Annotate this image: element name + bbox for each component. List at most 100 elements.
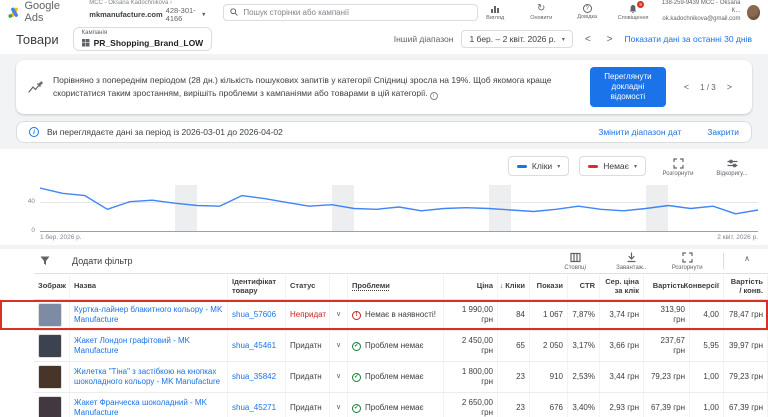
info-icon[interactable]: i (430, 92, 438, 100)
x-label-start: 1 бер. 2026 р. (40, 234, 82, 241)
table-row[interactable]: Куртка-лайнер блакитного кольору - MK Ma… (34, 300, 768, 331)
row-expander[interactable]: ∨ (330, 393, 348, 417)
col-item-id[interactable]: Ідентифікат товару (228, 274, 286, 299)
chevron-down-icon: ▾ (562, 36, 565, 43)
refresh-button[interactable]: ↻ Оновити (524, 4, 558, 21)
date-range-picker[interactable]: 1 бер. – 2 квіт. 2026 р. ▾ (461, 30, 572, 48)
expand-chart-button[interactable]: Розгорнути (656, 158, 700, 177)
product-thumbnail[interactable] (38, 303, 62, 327)
search-input[interactable] (243, 8, 471, 17)
adjust-chart-button[interactable]: Відкоригу... (710, 158, 754, 177)
product-thumbnail[interactable] (38, 334, 62, 358)
price-cell: 1 990,00 грн (444, 300, 498, 330)
col-problems[interactable]: Проблеми (348, 274, 444, 299)
ctr-cell: 7,87% (568, 300, 600, 330)
campaign-selector[interactable]: Кампанія PR_Shopping_Brand_LOW (73, 27, 213, 50)
account-breadcrumb[interactable]: MCC - Oksana Kadochnikova › mkmanufactur… (89, 0, 205, 23)
y-tick-0: 0 (31, 227, 35, 234)
product-id-link[interactable]: shua_35842 (232, 372, 276, 382)
insight-pager: < 1 / 3 > (680, 82, 736, 92)
logo-text: Google Ads (25, 0, 76, 24)
row-expander[interactable]: ∨ (330, 362, 348, 392)
performance-chart-card: Кліки ▾ Немає ▾ Розгорнути Ві (0, 149, 768, 241)
problems-cell: ✓ Проблем немає (348, 393, 444, 417)
product-name-link[interactable]: Жакет Лондон графітовий - MK Manufacture (74, 336, 223, 356)
chart-columns-icon (490, 4, 500, 14)
cost-cell: 313,90 грн (644, 300, 690, 330)
product-name-link[interactable]: Жакет Франческа шоколадний - MK Manufact… (74, 398, 223, 417)
status-value: Придатн (290, 341, 322, 351)
status-cell: Непридат (286, 300, 330, 330)
y-tick-40: 40 (28, 198, 35, 205)
filter-icon (40, 256, 50, 266)
show-last-30-days-link[interactable]: Показати дані за останні 30 днів (625, 34, 752, 44)
metric-1-dropdown[interactable]: Кліки ▾ (508, 156, 569, 176)
col-ctr[interactable]: CTR (568, 274, 600, 299)
product-id-link[interactable]: shua_45461 (232, 341, 276, 351)
table-row[interactable]: Жакет Лондон графітовий - MK Manufacture… (34, 331, 768, 362)
user-account-line: 138-259-9439 MCC - Oksana K... (660, 0, 740, 16)
impressions-cell: 676 (530, 393, 568, 417)
image-cell (34, 331, 70, 361)
line-chart[interactable]: 40 0 (40, 185, 758, 232)
status-value: Придатн (290, 403, 322, 413)
account-name: mkmanufacture.com (89, 11, 162, 19)
metric-2-dropdown[interactable]: Немає ▾ (579, 156, 646, 176)
product-thumbnail[interactable] (38, 396, 62, 417)
col-status[interactable]: Статус (286, 274, 330, 299)
id-cell: shua_45461 (228, 331, 286, 361)
campaign-name: PR_Shopping_Brand_LOW (94, 38, 204, 48)
sub-header: Товари Кампанія PR_Shopping_Brand_LOW Ін… (0, 24, 768, 54)
info-icon: i (29, 127, 39, 137)
close-info-bar-link[interactable]: Закрити (707, 127, 739, 137)
col-avg-cpc[interactable]: Сер. ціна за клік (600, 274, 644, 299)
notifications-button[interactable]: 9 Сповіщення (616, 4, 650, 21)
download-label: Завантаж.. (616, 265, 646, 271)
row-expander[interactable]: ∨ (330, 331, 348, 361)
col-clicks[interactable]: ↓Кліки (498, 274, 530, 299)
next-period-button[interactable]: > (603, 34, 617, 45)
image-cell (34, 393, 70, 417)
product-id-link[interactable]: shua_57606 (232, 310, 276, 320)
help-button[interactable]: ? Довідка (570, 4, 604, 20)
google-ads-logo[interactable]: Google Ads (8, 0, 75, 24)
problem-text: Проблем немає (365, 372, 424, 382)
col-name[interactable]: Назва (70, 274, 228, 299)
view-button[interactable]: Вигляд (478, 4, 512, 21)
refresh-label: Оновити (530, 15, 552, 21)
prev-period-button[interactable]: < (581, 34, 595, 45)
table-header-row: Зображ Назва Ідентифікат товару Статус П… (34, 273, 768, 300)
status-value: Придатн (290, 372, 322, 382)
pager-prev-icon[interactable]: < (680, 82, 693, 92)
col-cost-per-conv[interactable]: Вартість / конв. (724, 274, 768, 299)
product-id-link[interactable]: shua_45271 (232, 403, 276, 413)
table-row[interactable]: Жакет Франческа шоколадний - MK Manufact… (34, 393, 768, 417)
products-table: Додати фільтр Стовпці Завантаж.. (0, 245, 768, 417)
table-body: Куртка-лайнер блакитного кольору - MK Ma… (34, 300, 768, 417)
col-conversions[interactable]: Конверсії (690, 274, 724, 299)
status-cell: Придатн (286, 331, 330, 361)
product-name-link[interactable]: Куртка-лайнер блакитного кольору - MK Ma… (74, 305, 223, 325)
pager-next-icon[interactable]: > (723, 82, 736, 92)
collapse-table-icon[interactable]: ∧ (740, 252, 754, 265)
product-name-link[interactable]: Жилетка "Тіна" з застібкою на кнопках шо… (74, 367, 223, 387)
product-thumbnail[interactable] (38, 365, 62, 389)
row-expander[interactable]: ∨ (330, 300, 348, 330)
view-details-button[interactable]: Переглянути докладні відомості (590, 67, 666, 107)
table-row[interactable]: Жилетка "Тіна" з застібкою на кнопках шо… (34, 362, 768, 393)
avatar[interactable] (747, 5, 760, 20)
global-search[interactable] (223, 4, 478, 21)
download-button[interactable]: Завантаж.. (611, 252, 651, 271)
id-cell: shua_57606 (228, 300, 286, 330)
google-ads-logo-icon (8, 6, 21, 19)
change-date-range-link[interactable]: Змінити діапазон дат (598, 127, 681, 137)
add-filter-button[interactable]: Додати фільтр (40, 256, 132, 266)
expand-icon (673, 158, 684, 169)
view-label: Вигляд (486, 15, 504, 21)
conversions-cell: 1,00 (690, 393, 724, 417)
columns-button[interactable]: Стовпці (555, 252, 595, 271)
col-impressions[interactable]: Покази (530, 274, 568, 299)
expand-table-button[interactable]: Розгорнути (667, 252, 707, 271)
col-price[interactable]: Ціна (444, 274, 498, 299)
col-image[interactable]: Зображ (34, 274, 70, 299)
